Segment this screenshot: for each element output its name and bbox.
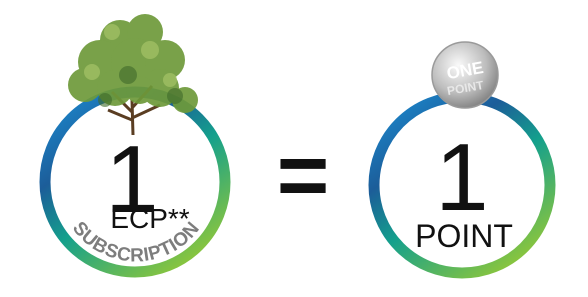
tree — [68, 14, 198, 135]
right-label: POINT — [415, 218, 513, 254]
right-number: 1 — [435, 124, 488, 231]
infographic: 1 ECP** SUBSCRIPTION = ONE POINT 1 POINT — [0, 0, 588, 297]
equals-sign: = — [277, 126, 330, 226]
coin: ONE POINT — [432, 42, 498, 108]
